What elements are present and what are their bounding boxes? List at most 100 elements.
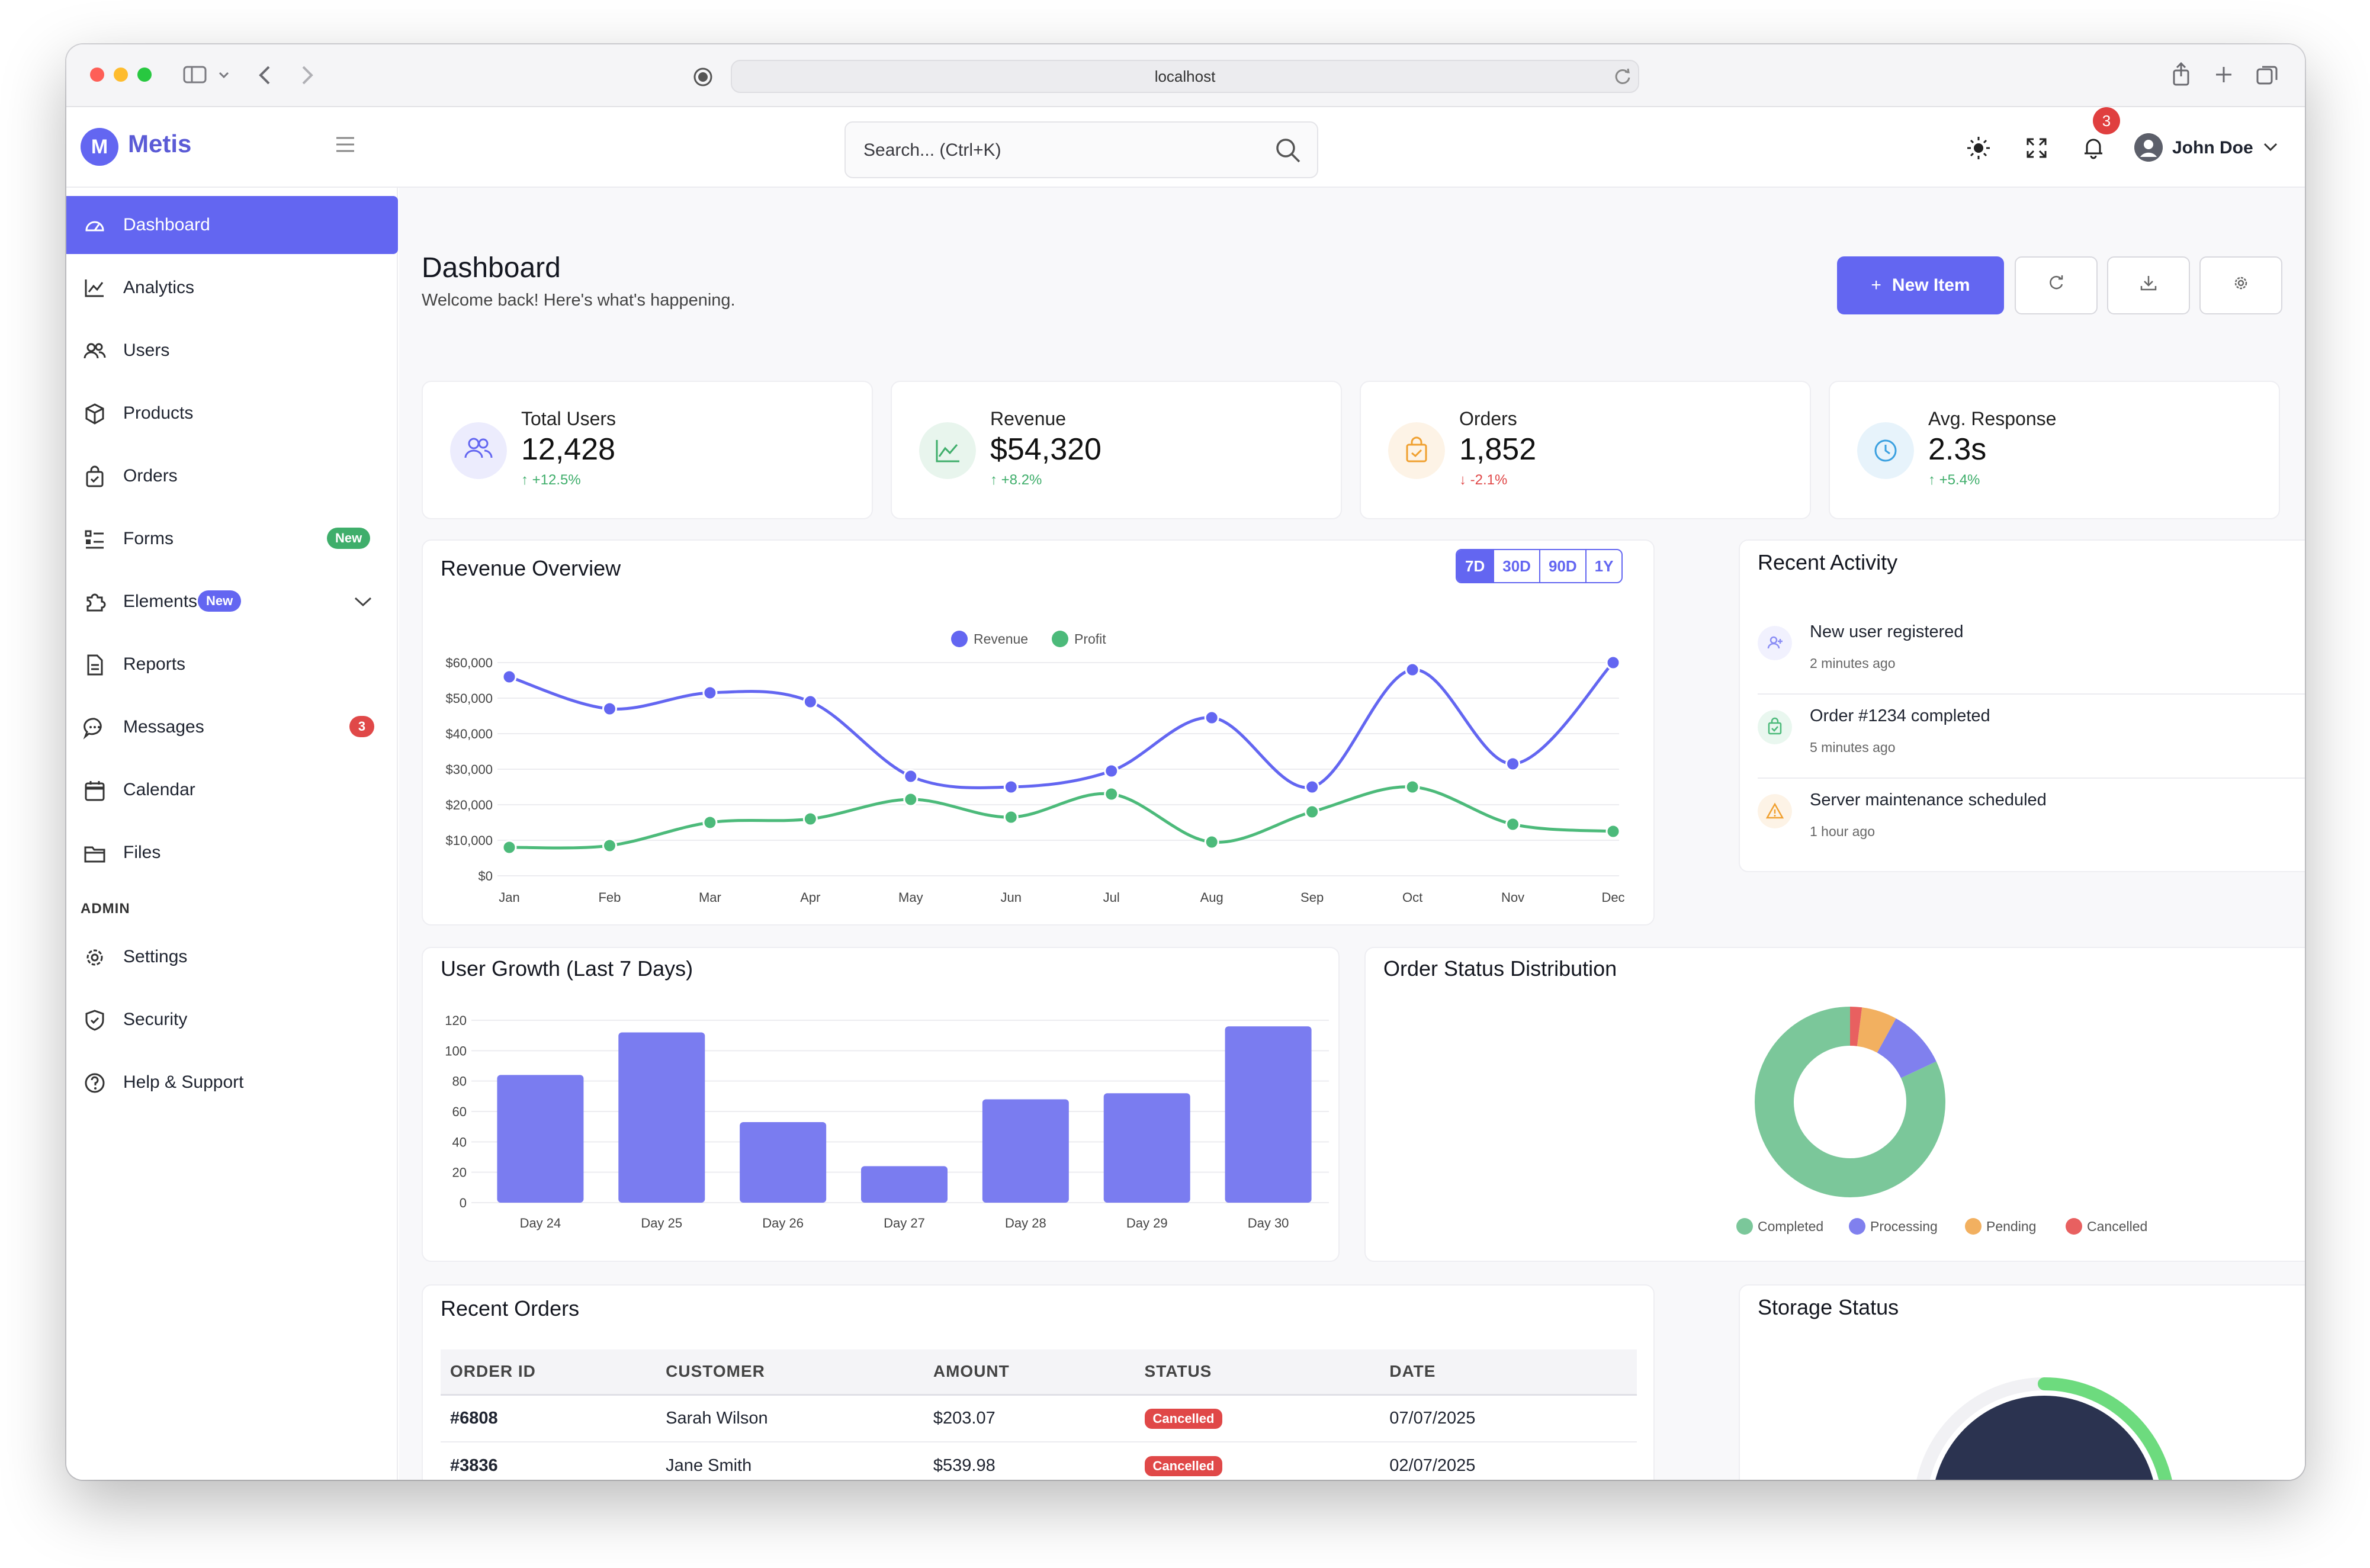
column-header[interactable]: AMOUNT — [923, 1349, 1135, 1396]
data-point-profit[interactable] — [903, 792, 919, 807]
address-bar[interactable]: localhost — [731, 60, 1639, 93]
hamburger-menu-icon[interactable] — [335, 136, 355, 153]
data-point-profit[interactable] — [1305, 804, 1320, 820]
sidebar-item-products[interactable]: Products — [66, 384, 398, 442]
stat-card-revenue: Revenue $54,320 ↑ +8.2% — [891, 381, 1342, 519]
data-point-revenue[interactable] — [1305, 779, 1320, 795]
sidebar-item-orders[interactable]: Orders — [66, 447, 398, 505]
bar[interactable] — [1225, 1026, 1312, 1203]
data-point-profit[interactable] — [602, 838, 617, 853]
sidebar-item-files[interactable]: Files — [66, 824, 398, 882]
data-point-revenue[interactable] — [903, 769, 919, 784]
bar[interactable] — [861, 1166, 948, 1203]
data-point-profit[interactable] — [502, 840, 517, 855]
forward-arrow-icon[interactable] — [298, 65, 316, 86]
privacy-icon[interactable] — [693, 67, 713, 87]
users-icon — [84, 343, 106, 359]
bar[interactable] — [1103, 1093, 1190, 1203]
sidebar-item-calendar[interactable]: Calendar — [66, 761, 398, 819]
new-item-button[interactable]: + New Item — [1837, 256, 2004, 314]
close-window-button[interactable] — [90, 68, 104, 82]
sidebar-item-settings[interactable]: Settings — [66, 928, 398, 986]
table-row[interactable]: #6808 Sarah Wilson $203.07 Cancelled 07/07/2… — [441, 1395, 1637, 1442]
column-header[interactable]: DATE — [1380, 1349, 1637, 1396]
app-name[interactable]: Metis — [128, 130, 192, 158]
donut-slice-processing[interactable] — [1876, 1018, 1937, 1079]
settings-button[interactable] — [2199, 256, 2282, 314]
maximize-window-button[interactable] — [137, 68, 152, 82]
bar[interactable] — [982, 1099, 1069, 1203]
data-point-profit[interactable] — [1104, 786, 1119, 802]
sidebar-item-reports[interactable]: Reports — [66, 635, 398, 693]
data-point-profit[interactable] — [1003, 809, 1019, 825]
data-point-profit[interactable] — [1405, 779, 1420, 795]
activity-item[interactable]: Order #1234 completed 5 minutes ago — [1758, 695, 2305, 779]
data-point-profit[interactable] — [702, 815, 718, 830]
activity-time: 5 minutes ago — [1810, 740, 1896, 755]
search-icon[interactable] — [1273, 136, 1303, 165]
donut-slice-completed[interactable] — [1755, 1007, 1945, 1197]
bar[interactable] — [497, 1075, 584, 1203]
tab-overview-icon[interactable] — [2255, 63, 2279, 87]
stat-value: $54,320 — [990, 432, 1101, 467]
column-header[interactable]: ORDER ID — [441, 1349, 657, 1396]
share-icon[interactable] — [2171, 61, 2191, 87]
activity-item[interactable]: New user registered 2 minutes ago — [1758, 611, 2305, 695]
data-point-revenue[interactable] — [1505, 756, 1521, 772]
data-point-revenue[interactable] — [602, 701, 617, 716]
activity-item[interactable]: Server maintenance scheduled 1 hour ago — [1758, 779, 2305, 863]
range-90d[interactable]: 90D — [1540, 550, 1587, 582]
search-input[interactable] — [863, 136, 1266, 165]
data-point-profit[interactable] — [1204, 834, 1219, 850]
data-point-revenue[interactable] — [1104, 763, 1119, 779]
back-arrow-icon[interactable] — [256, 65, 274, 86]
table-row[interactable]: #3836 Jane Smith $539.98 Cancelled 02/07/202… — [441, 1442, 1637, 1480]
chevron-down-icon[interactable] — [218, 69, 230, 81]
stat-label: Avg. Response — [1928, 408, 2057, 429]
sidebar-item-label: Elements — [123, 592, 198, 611]
reload-icon[interactable] — [1613, 67, 1632, 86]
bell-icon[interactable] — [2079, 133, 2108, 163]
bar[interactable] — [618, 1032, 705, 1203]
sidebar-item-users[interactable]: Users — [66, 322, 398, 380]
shopping-bag-icon — [1388, 422, 1445, 479]
customer-name: Jane Smith — [656, 1442, 924, 1480]
sidebar-item-dashboard[interactable]: Dashboard — [66, 196, 398, 254]
data-point-revenue[interactable] — [1605, 655, 1621, 670]
donut-slice-cancelled[interactable] — [1849, 1007, 1862, 1046]
range-30d[interactable]: 30D — [1494, 550, 1540, 582]
sidebar-item-security[interactable]: Security — [66, 991, 398, 1049]
x-tick-label: Day 24 — [520, 1216, 561, 1230]
sidebar-item-messages[interactable]: Messages 3 — [66, 698, 398, 756]
data-point-revenue[interactable] — [1405, 662, 1420, 677]
download-button[interactable] — [2107, 256, 2190, 314]
range-7d[interactable]: 7D — [1457, 550, 1495, 582]
new-tab-icon[interactable] — [2214, 65, 2234, 85]
x-tick-label: Day 26 — [762, 1216, 804, 1230]
data-point-revenue[interactable] — [502, 669, 517, 685]
minimize-window-button[interactable] — [114, 68, 128, 82]
data-point-profit[interactable] — [802, 811, 818, 827]
refresh-button[interactable] — [2015, 256, 2098, 314]
column-header[interactable]: STATUS — [1135, 1349, 1380, 1396]
theme-toggle-icon[interactable] — [1964, 133, 1993, 163]
sidebar-toggle-icon[interactable] — [182, 65, 207, 85]
data-point-revenue[interactable] — [702, 685, 718, 701]
sidebar-item-analytics[interactable]: Analytics — [66, 259, 398, 317]
column-header[interactable]: CUSTOMER — [656, 1349, 924, 1396]
sidebar-item-help-support[interactable]: Help & Support — [66, 1053, 398, 1111]
sidebar-item-forms[interactable]: Forms New — [66, 510, 398, 568]
data-point-revenue[interactable] — [1204, 710, 1219, 725]
range-1y[interactable]: 1Y — [1594, 557, 1614, 575]
sidebar-item-elements[interactable]: Elements New — [66, 573, 398, 631]
fullscreen-icon[interactable] — [2022, 133, 2051, 163]
data-point-profit[interactable] — [1505, 817, 1521, 832]
chevron-down-icon[interactable] — [353, 595, 373, 609]
data-point-profit[interactable] — [1605, 824, 1621, 839]
donut-slice-pending[interactable] — [1856, 1007, 1896, 1053]
bar[interactable] — [740, 1122, 827, 1203]
gear-icon — [86, 949, 103, 966]
logo-icon[interactable]: M — [81, 128, 118, 166]
data-point-revenue[interactable] — [1003, 779, 1019, 795]
data-point-revenue[interactable] — [802, 694, 818, 709]
